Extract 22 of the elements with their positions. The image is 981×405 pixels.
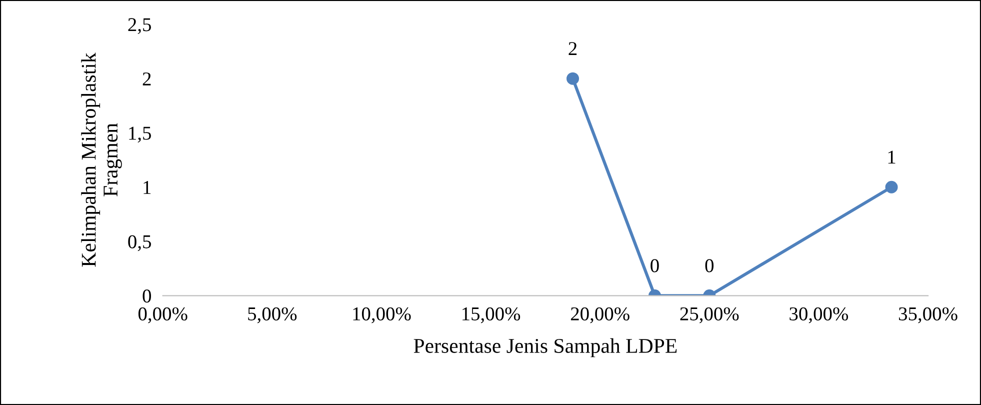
x-axis-title: Persentase Jenis Sampah LDPE xyxy=(414,338,677,358)
y-tick-label: 2 xyxy=(142,72,151,86)
x-tick-label: 35,00% xyxy=(898,307,958,324)
y-tick-label: 0 xyxy=(142,289,151,303)
y-axis-title: Kelimpahan Mikroplastik Fragmen xyxy=(81,52,122,267)
x-tick-label: 5,00% xyxy=(248,307,297,324)
y-tick-label: 1 xyxy=(144,181,151,194)
data-label: 1 xyxy=(888,150,896,164)
point xyxy=(885,180,898,194)
x-tick-label: 30,00% xyxy=(790,307,848,324)
x-tick-label: 25,00% xyxy=(680,307,739,324)
data-label: 0 xyxy=(650,259,659,272)
x-tick-label: 10,00% xyxy=(353,307,411,324)
y-tick-label: 2,5 xyxy=(128,18,151,34)
data-label: 2 xyxy=(568,42,577,55)
y-tick-label: 1,5 xyxy=(129,126,151,143)
x-tick-label: 15,00% xyxy=(462,307,520,324)
x-tick-label: 0,00% xyxy=(138,307,188,324)
point xyxy=(566,72,580,85)
data-label: 0 xyxy=(705,259,714,272)
x-tick-label: 20,00% xyxy=(570,307,630,324)
y-tick-label: 0,5 xyxy=(128,235,151,252)
